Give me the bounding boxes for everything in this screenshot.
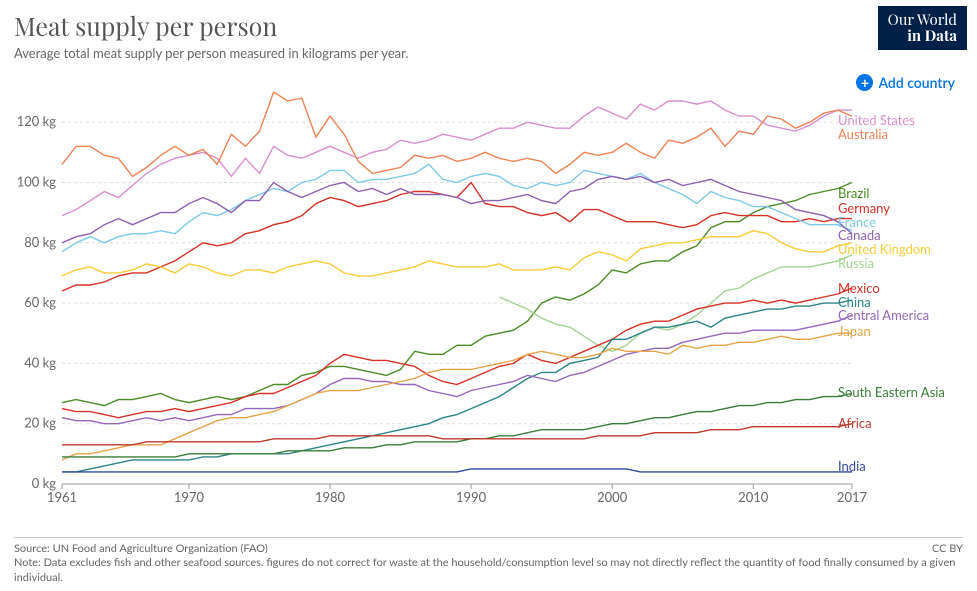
add-country-label: Add country — [878, 74, 955, 91]
series-line[interactable] — [62, 288, 852, 418]
y-tick-label: 20 kg — [24, 415, 56, 431]
legend-item[interactable]: Africa — [838, 415, 872, 431]
y-tick-label: 40 kg — [24, 354, 56, 370]
plus-icon: + — [856, 74, 873, 91]
x-tick-label: 1980 — [315, 489, 346, 505]
y-tick-label: 60 kg — [24, 294, 56, 310]
x-tick-label: 1990 — [456, 489, 487, 505]
series-line[interactable] — [62, 231, 852, 276]
add-country-button[interactable]: + Add country — [856, 74, 955, 91]
chart-legend: United StatesAustraliaBrazilGermanyFranc… — [838, 92, 970, 510]
owid-logo[interactable]: Our World in Data — [878, 6, 967, 50]
x-tick-label: 2000 — [597, 489, 628, 505]
y-tick-label: 120 kg — [17, 113, 57, 129]
license-link[interactable]: CC BY — [932, 542, 963, 556]
x-tick-label: 1961 — [47, 489, 77, 505]
series-line[interactable] — [62, 176, 852, 242]
chart-plot-area: 0 kg20 kg40 kg60 kg80 kg100 kg120 kg1961… — [14, 92, 832, 510]
series-line[interactable] — [62, 164, 852, 251]
series-line[interactable] — [62, 183, 852, 406]
legend-item[interactable]: Brazil — [838, 185, 869, 201]
legend-item[interactable]: Japan — [838, 323, 871, 339]
legend-item[interactable]: Central America — [838, 307, 929, 323]
source-text: Source: UN Food and Agriculture Organiza… — [14, 542, 963, 556]
x-tick-label: 1970 — [174, 489, 205, 505]
x-tick-label: 2010 — [738, 489, 769, 505]
legend-item[interactable]: South Eastern Asia — [838, 384, 945, 400]
legend-item[interactable]: India — [838, 458, 866, 474]
series-line[interactable] — [62, 394, 852, 457]
legend-item[interactable]: Russia — [838, 255, 874, 271]
note-text: Note: Data excludes fish and other seafo… — [14, 556, 963, 585]
series-line[interactable] — [62, 92, 852, 176]
chart-title: Meat supply per person — [14, 10, 963, 43]
chart-subtitle: Average total meat supply per person mea… — [14, 45, 963, 61]
y-tick-label: 100 kg — [17, 173, 57, 189]
y-tick-label: 80 kg — [24, 234, 56, 250]
series-line[interactable] — [62, 101, 852, 216]
series-line[interactable] — [62, 469, 852, 472]
series-line[interactable] — [62, 300, 852, 472]
legend-item[interactable]: Australia — [838, 126, 888, 142]
chart-footer: Source: UN Food and Agriculture Organiza… — [14, 537, 963, 585]
logo-line2: in Data — [907, 25, 957, 45]
